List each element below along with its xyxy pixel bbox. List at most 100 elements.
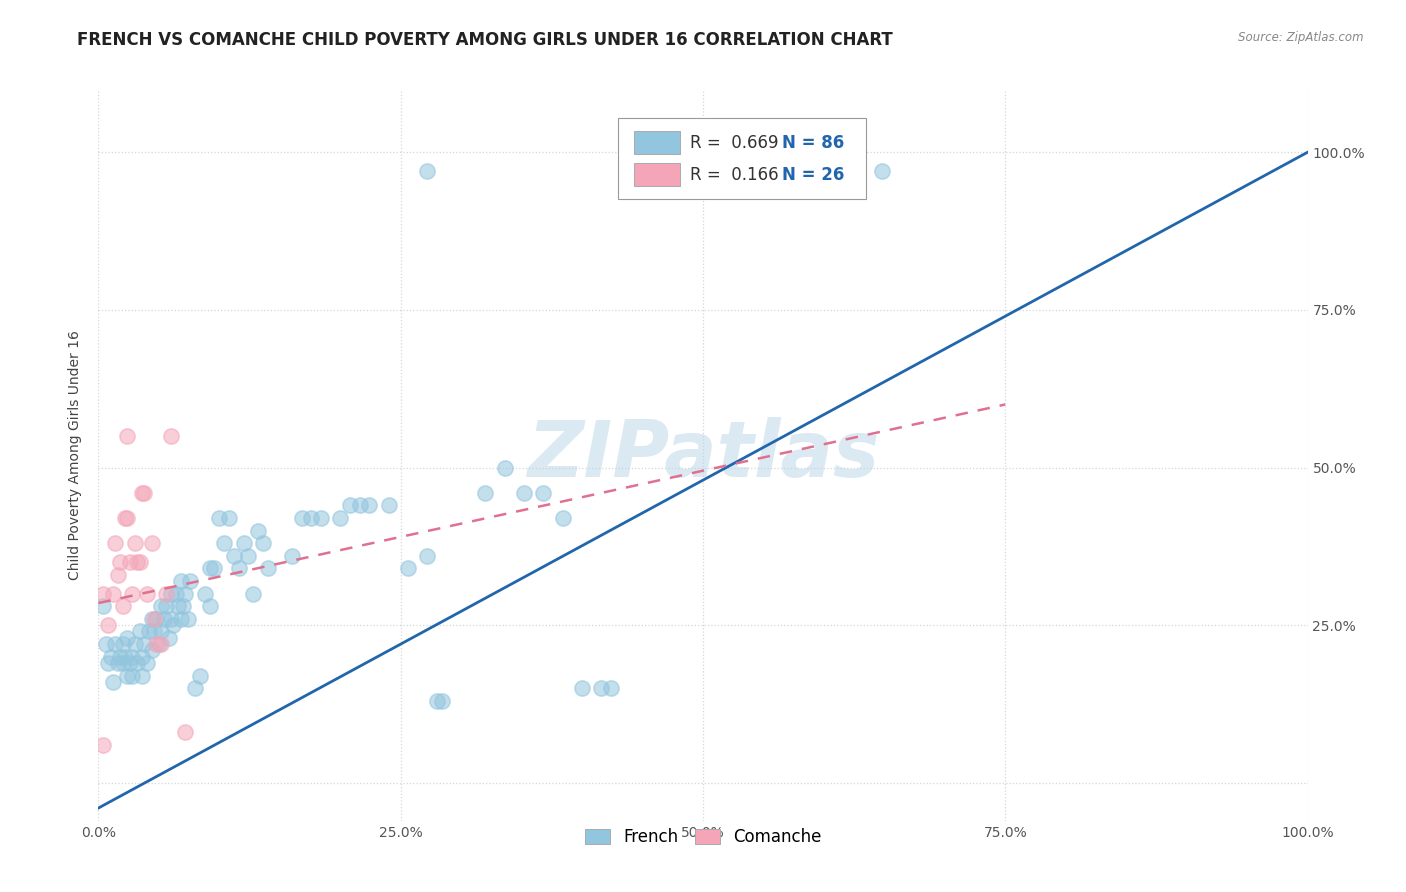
Point: [117, 511, 139, 525]
Point: [218, 511, 240, 525]
Point: [256, 561, 278, 575]
Point: [128, 555, 150, 569]
Point: [870, 164, 893, 178]
Point: [135, 656, 157, 670]
Point: [204, 561, 226, 575]
Point: [117, 429, 139, 443]
Point: [299, 511, 322, 525]
Point: [143, 624, 166, 639]
Point: [238, 549, 260, 563]
Text: N = 26: N = 26: [782, 166, 844, 184]
Point: [150, 624, 173, 639]
Point: [108, 649, 131, 664]
Point: [349, 499, 371, 513]
Point: [745, 164, 768, 178]
Point: [114, 511, 136, 525]
Point: [198, 561, 221, 575]
Point: [281, 549, 304, 563]
Point: [150, 599, 173, 614]
Point: [131, 668, 153, 682]
Point: [94, 637, 117, 651]
Point: [104, 536, 127, 550]
Point: [591, 681, 613, 696]
Point: [100, 649, 122, 664]
Point: [134, 485, 156, 500]
Point: [111, 656, 134, 670]
Point: [131, 649, 153, 664]
Point: [198, 599, 221, 614]
Text: R =  0.669: R = 0.669: [690, 134, 778, 152]
Point: [165, 587, 187, 601]
Legend: French, Comanche: French, Comanche: [578, 822, 828, 853]
Text: N = 86: N = 86: [782, 134, 844, 152]
Point: [91, 599, 114, 614]
Point: [155, 599, 177, 614]
Point: [179, 574, 201, 588]
Point: [124, 536, 146, 550]
Point: [127, 656, 149, 670]
Point: [111, 599, 134, 614]
Point: [396, 561, 419, 575]
Point: [143, 612, 166, 626]
Point: [177, 612, 200, 626]
Point: [131, 485, 153, 500]
Point: [551, 511, 574, 525]
Point: [167, 599, 190, 614]
Point: [228, 561, 250, 575]
Point: [430, 694, 453, 708]
Point: [101, 674, 124, 689]
Point: [222, 549, 245, 563]
Point: [494, 460, 516, 475]
Point: [184, 681, 207, 696]
Point: [169, 612, 191, 626]
Point: [160, 612, 183, 626]
FancyBboxPatch shape: [619, 119, 866, 199]
Point: [117, 631, 139, 645]
Point: [252, 536, 274, 550]
Text: R =  0.166: R = 0.166: [690, 166, 779, 184]
Point: [247, 524, 270, 538]
FancyBboxPatch shape: [634, 131, 681, 154]
Point: [148, 637, 170, 651]
Point: [101, 587, 124, 601]
Point: [127, 555, 149, 569]
Point: [97, 656, 120, 670]
Point: [174, 587, 197, 601]
Point: [145, 637, 167, 651]
Point: [121, 587, 143, 601]
Point: [212, 536, 235, 550]
Point: [141, 536, 163, 550]
Point: [107, 567, 129, 582]
Point: [188, 668, 211, 682]
Point: [377, 499, 399, 513]
Point: [474, 485, 496, 500]
Point: [145, 612, 167, 626]
Point: [208, 511, 231, 525]
Point: [121, 649, 143, 664]
Point: [97, 618, 120, 632]
Point: [174, 725, 197, 739]
Point: [339, 499, 361, 513]
FancyBboxPatch shape: [634, 163, 681, 186]
Point: [172, 599, 194, 614]
Point: [232, 536, 254, 550]
Point: [150, 637, 173, 651]
Point: [107, 656, 129, 670]
Point: [169, 574, 191, 588]
Text: ZIPatlas: ZIPatlas: [527, 417, 879, 493]
Point: [600, 681, 623, 696]
Text: Source: ZipAtlas.com: Source: ZipAtlas.com: [1239, 31, 1364, 45]
Point: [104, 637, 127, 651]
Point: [162, 618, 184, 632]
Point: [108, 555, 131, 569]
Point: [121, 668, 143, 682]
Point: [194, 587, 217, 601]
Point: [117, 668, 139, 682]
Point: [359, 499, 381, 513]
Point: [141, 612, 163, 626]
Point: [160, 429, 183, 443]
Point: [416, 164, 439, 178]
Point: [128, 624, 150, 639]
Point: [513, 485, 536, 500]
Point: [329, 511, 352, 525]
